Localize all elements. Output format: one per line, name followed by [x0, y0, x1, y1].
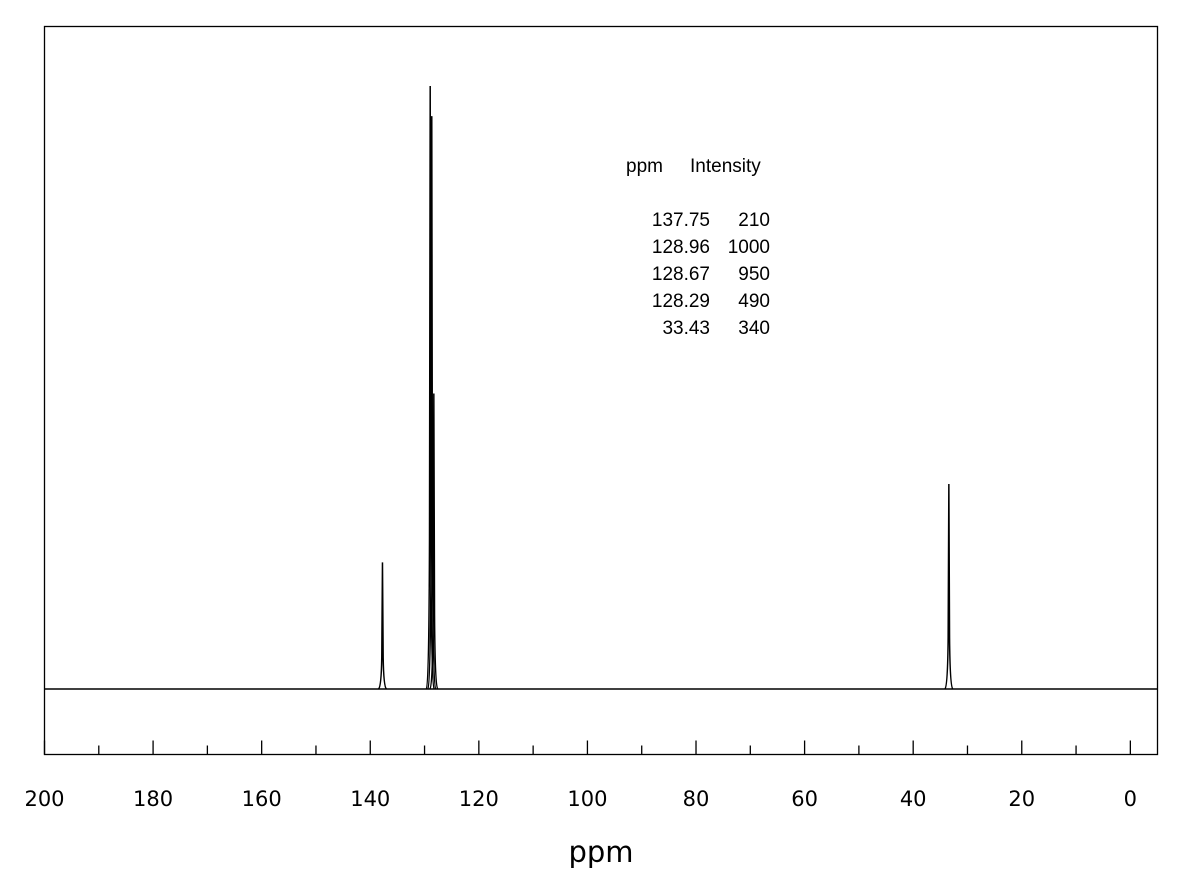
peak-table-intensity-value: 340: [738, 318, 770, 339]
x-tick-label: 180: [133, 787, 173, 811]
x-tick-label: 20: [1008, 787, 1035, 811]
peak-table-ppm-value: 128.67: [652, 264, 710, 285]
peak-table-header-intensity: Intensity: [690, 156, 761, 177]
peak-table-intensity-value: 950: [738, 264, 770, 285]
peak-table-ppm-value: 128.96: [652, 237, 710, 258]
peak-table-ppm-value: 33.43: [662, 318, 710, 339]
x-axis-ticks: [43, 740, 1132, 755]
x-tick-label: 0: [1124, 787, 1137, 811]
peak-table-intensity-value: 1000: [728, 237, 770, 258]
x-axis-label: ppm: [568, 835, 633, 869]
x-tick-label: 80: [683, 787, 710, 811]
spectrum-peak: [427, 116, 437, 690]
x-tick-label: 200: [24, 787, 64, 811]
peak-table-header-ppm: ppm: [626, 156, 663, 177]
x-axis-tick-labels: 200 180 160 140 120 100 80 60 40 20 0: [24, 787, 1137, 811]
spectrum-peak: [429, 393, 439, 690]
spectrum-peak: [377, 562, 388, 690]
peak-table: ppm Intensity 137.75 210 128.96 1000 128.67 9…: [626, 156, 770, 339]
x-tick-label: 60: [791, 787, 818, 811]
x-tick-label: 100: [567, 787, 607, 811]
spectrum-peaks: [377, 85, 954, 690]
x-tick-label: 160: [242, 787, 282, 811]
spectrum-peak: [944, 483, 954, 690]
x-tick-label: 40: [900, 787, 927, 811]
x-tick-label: 140: [350, 787, 390, 811]
x-tick-label: 120: [459, 787, 499, 811]
peak-table-intensity-value: 210: [738, 210, 770, 231]
peak-table-intensity-value: 490: [738, 291, 770, 312]
peak-table-ppm-value: 137.75: [652, 210, 710, 231]
plot-frame: [43, 25, 1159, 756]
peak-table-ppm-value: 128.29: [652, 291, 710, 312]
